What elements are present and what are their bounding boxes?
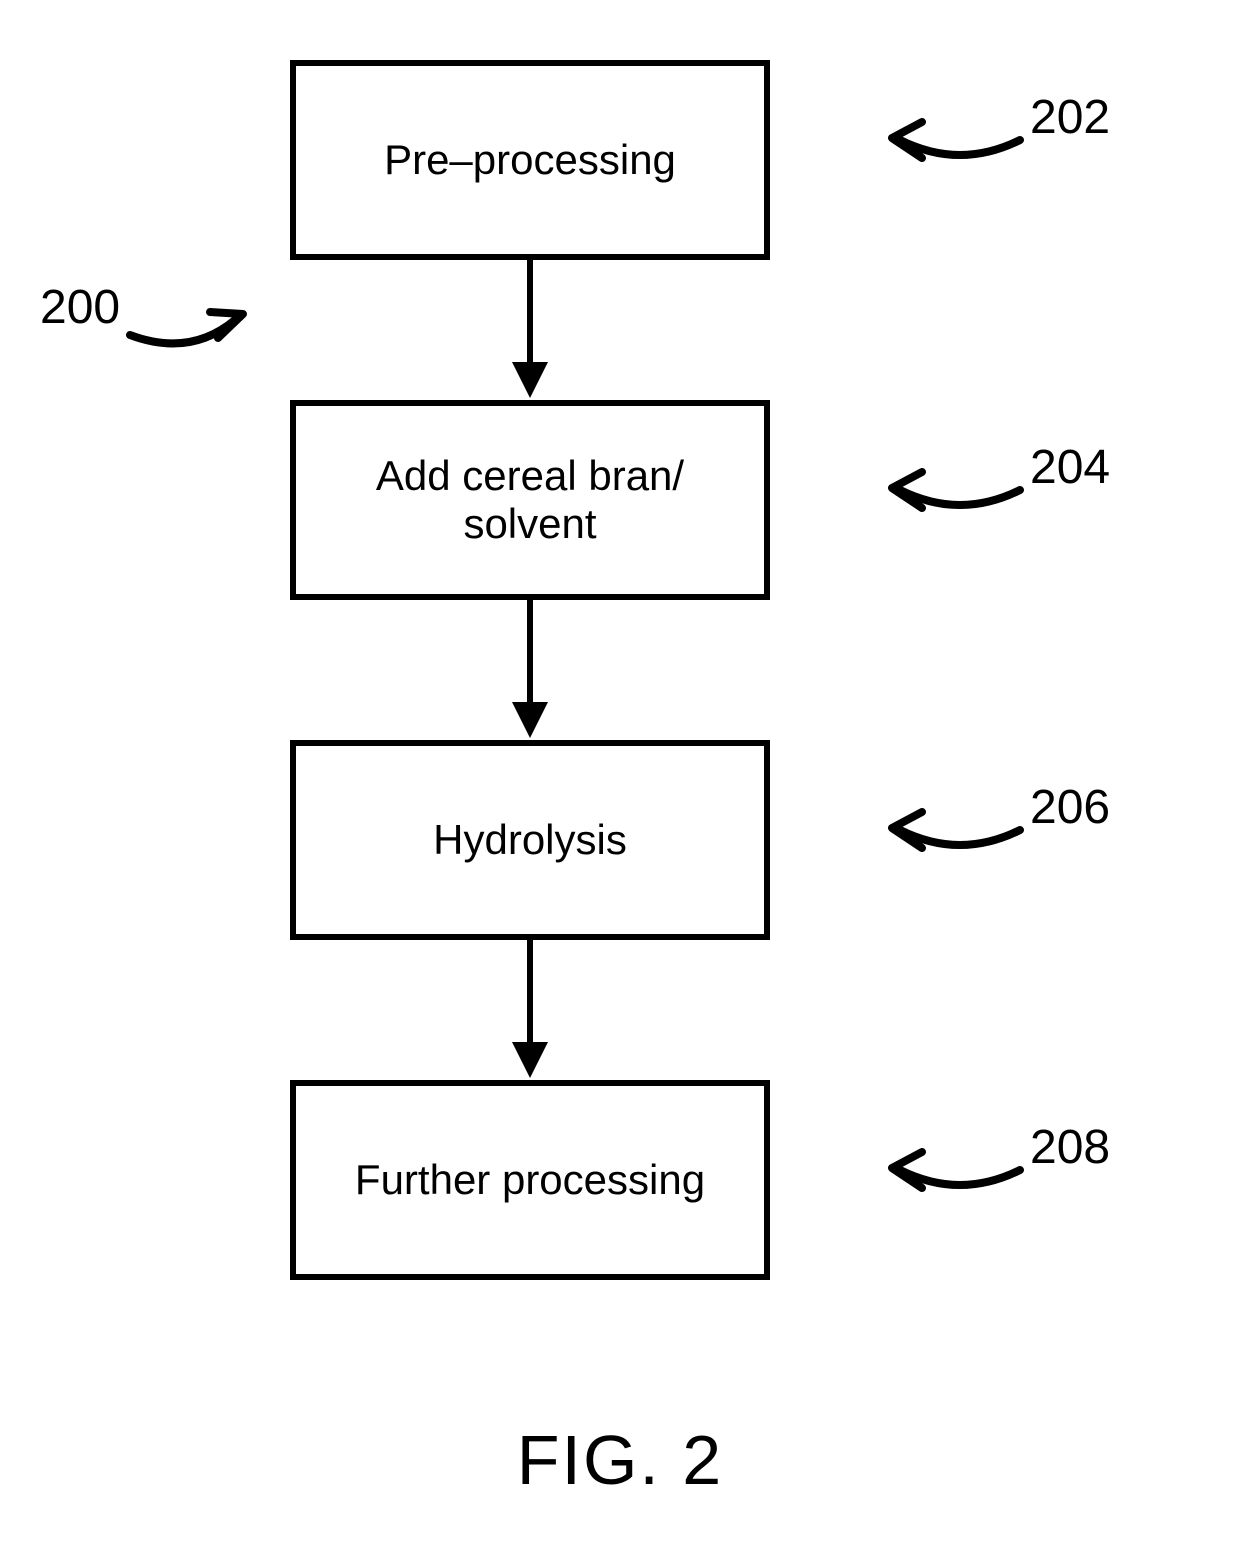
ref-label-206: 206 bbox=[1030, 780, 1110, 835]
ref-label-208: 208 bbox=[1030, 1120, 1110, 1175]
figure-canvas: Pre–processing Add cereal bran/ solvent … bbox=[0, 0, 1240, 1562]
flow-node-add-bran-solvent: Add cereal bran/ solvent bbox=[290, 400, 770, 600]
pointer-204 bbox=[892, 472, 1020, 508]
ref-label-204: 204 bbox=[1030, 440, 1110, 495]
ref-label-202: 202 bbox=[1030, 90, 1110, 145]
flow-node-hydrolysis: Hydrolysis bbox=[290, 740, 770, 940]
pointer-206 bbox=[892, 812, 1020, 848]
flow-node-label: Further processing bbox=[355, 1156, 705, 1204]
flow-node-further-processing: Further processing bbox=[290, 1080, 770, 1280]
flow-node-label-line: solvent bbox=[463, 500, 596, 547]
flow-node-preprocessing: Pre–processing bbox=[290, 60, 770, 260]
flow-node-label: Add cereal bran/ solvent bbox=[376, 452, 684, 549]
figure-caption: FIG. 2 bbox=[0, 1420, 1240, 1500]
pointer-208 bbox=[892, 1152, 1020, 1188]
flow-node-label: Pre–processing bbox=[384, 136, 676, 184]
flow-node-label-line: Add cereal bran/ bbox=[376, 452, 684, 499]
flow-node-label: Hydrolysis bbox=[433, 816, 627, 864]
pointer-202 bbox=[892, 122, 1020, 158]
pointer-200 bbox=[130, 312, 243, 343]
ref-pointer-arrows bbox=[130, 122, 1020, 1188]
ref-label-200: 200 bbox=[40, 280, 120, 335]
